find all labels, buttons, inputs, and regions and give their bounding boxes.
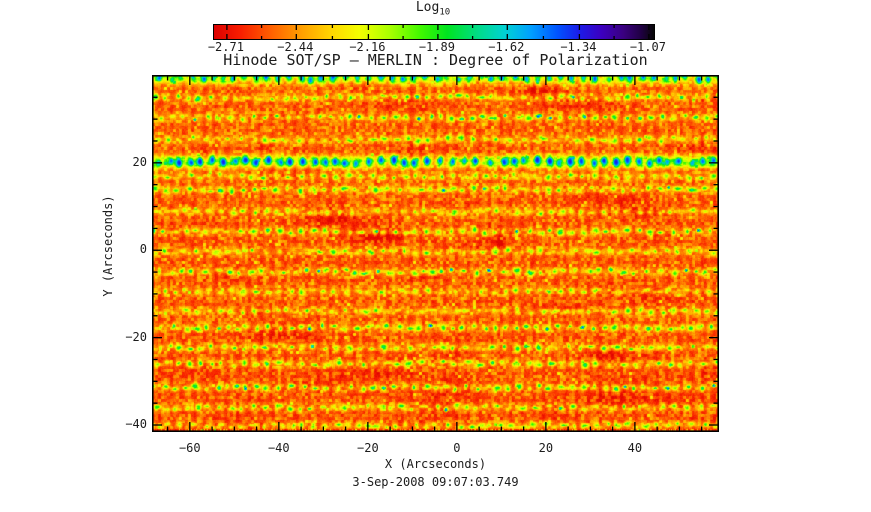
colorbar-tick-label: −1.34 bbox=[560, 40, 597, 54]
x-tick-label: −60 bbox=[178, 441, 201, 455]
colorbar-title-text: Log bbox=[415, 0, 440, 15]
heatmap-image bbox=[152, 75, 719, 432]
y-tick-label: −20 bbox=[125, 329, 147, 344]
y-tick-label: 20 bbox=[132, 154, 147, 169]
y-tick-label: 0 bbox=[139, 242, 147, 257]
x-tick-label: 20 bbox=[538, 441, 554, 455]
x-tick-label: −20 bbox=[357, 441, 379, 455]
colorbar-title: Log10 bbox=[393, 0, 473, 18]
y-axis-title: Y (Arcseconds) bbox=[101, 195, 115, 297]
colorbar-tick-label: −1.62 bbox=[488, 40, 525, 54]
heatmap-plot bbox=[152, 75, 719, 432]
plot-title: Hinode SOT/SP — MERLIN : Degree of Polar… bbox=[223, 51, 648, 69]
colorbar-ticks bbox=[226, 25, 650, 39]
colorbar-tick-label: −1.89 bbox=[418, 40, 455, 54]
y-tick-label: −40 bbox=[125, 417, 147, 431]
colorbar-title-subscript: 10 bbox=[439, 7, 451, 18]
colorbar-tick-label: −2.71 bbox=[207, 40, 244, 54]
x-tick-label: 0 bbox=[453, 441, 461, 455]
timestamp-caption: 3-Sep-2008 09:07:03.749 bbox=[352, 475, 519, 489]
x-axis-title: X (Arcseconds) bbox=[384, 457, 487, 471]
colorbar-tick-label: −2.44 bbox=[277, 40, 314, 54]
x-tick-label: 40 bbox=[627, 441, 643, 455]
colorbar-tick-label: −1.07 bbox=[629, 40, 666, 54]
colorbar-tick-labels: −2.71 −2.44 −2.16 −1.89 −1.62 −1.34 −1.07 bbox=[208, 40, 666, 54]
x-tick-label: −40 bbox=[267, 441, 290, 455]
colorbar-tick-label: −2.16 bbox=[349, 40, 386, 54]
colorbar bbox=[213, 24, 655, 40]
